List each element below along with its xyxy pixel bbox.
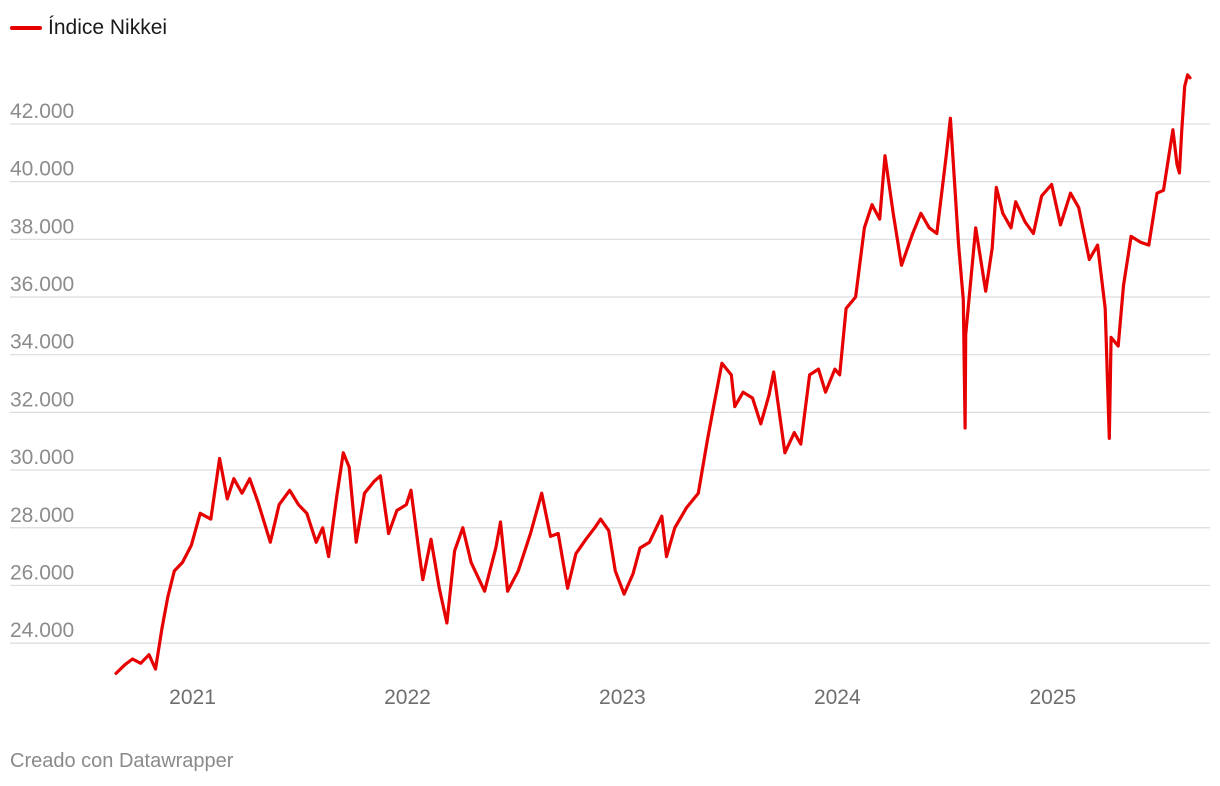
legend-label: Índice Nikkei: [48, 16, 168, 39]
footer-credit: Creado con Datawrapper: [10, 750, 234, 772]
legend: Índice Nikkei: [10, 16, 167, 40]
y-tick-label: 38.000: [10, 215, 74, 238]
y-tick-label: 34.000: [10, 331, 74, 354]
y-tick-label: 42.000: [10, 100, 74, 123]
series-layer: [114, 73, 1192, 675]
y-tick-label: 28.000: [10, 504, 74, 527]
x-tick-label: 2021: [169, 686, 216, 709]
x-tick-label: 2024: [814, 686, 861, 709]
y-tick-label: 30.000: [10, 446, 74, 469]
legend-swatch: [10, 26, 42, 30]
x-axis-ticks: 2021 2022 2023 2024 2025: [169, 686, 1076, 709]
gridlines: [10, 123, 1210, 644]
x-tick-label: 2023: [599, 686, 646, 709]
series-line: [114, 73, 1192, 675]
y-tick-label: 40.000: [10, 158, 74, 181]
line-chart: 24.000 26.000 28.000 30.000 32.000 34.000 36.0…: [10, 73, 1210, 709]
x-tick-label: 2025: [1029, 686, 1076, 709]
y-tick-label: 24.000: [10, 619, 74, 642]
y-axis-ticks: 24.000 26.000 28.000 30.000 32.000 34.000 36.0…: [10, 100, 74, 642]
y-tick-label: 26.000: [10, 561, 74, 584]
y-tick-label: 32.000: [10, 388, 74, 411]
y-tick-label: 36.000: [10, 273, 74, 296]
x-tick-label: 2022: [384, 686, 431, 709]
